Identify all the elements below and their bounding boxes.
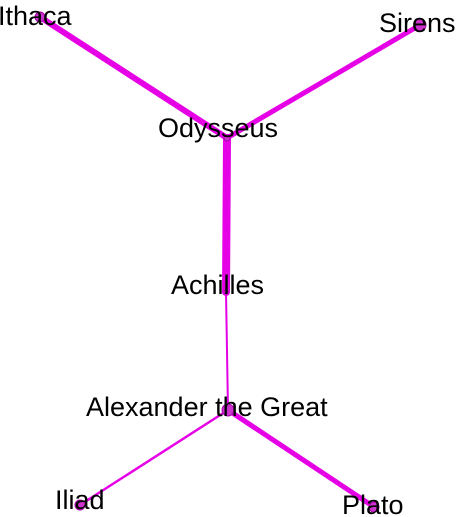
node-label-ithaca: Ithaca bbox=[0, 1, 73, 31]
node-label-odysseus: Odysseus bbox=[158, 113, 278, 143]
edge-odysseus-achilles bbox=[226, 138, 227, 292]
node-label-plato: Plato bbox=[342, 490, 404, 517]
node-label-alexander: Alexander the Great bbox=[86, 392, 328, 422]
node-label-sirens: Sirens bbox=[379, 8, 456, 38]
graph-nodes bbox=[35, 12, 426, 512]
graph-edges bbox=[40, 17, 420, 507]
node-label-achilles: Achilles bbox=[171, 270, 264, 300]
node-label-iliad: Iliad bbox=[55, 485, 105, 515]
